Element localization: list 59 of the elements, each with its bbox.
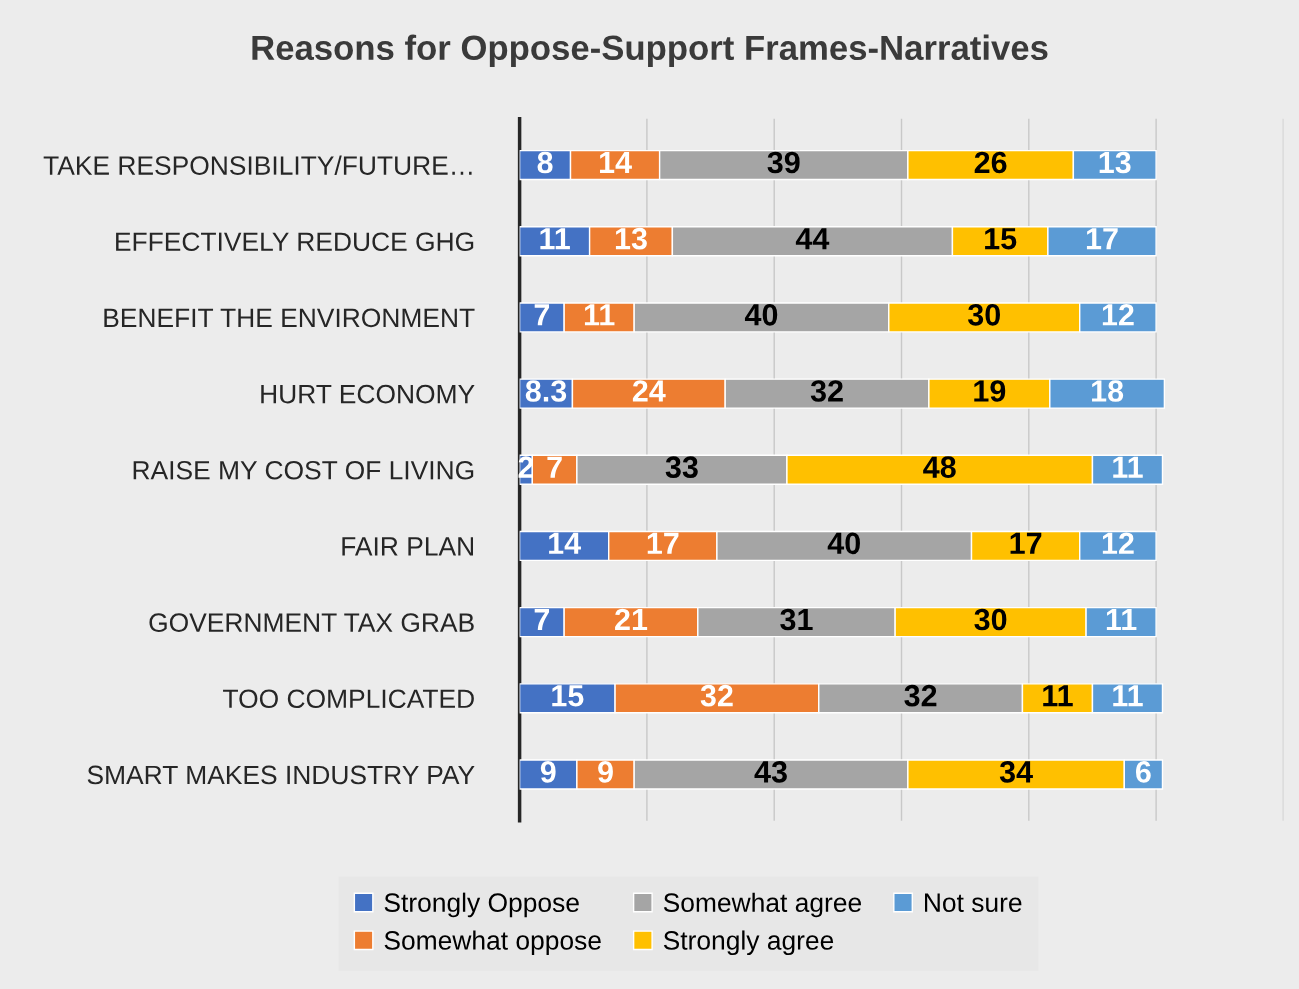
legend-label: Somewhat oppose <box>384 930 601 956</box>
data-label: 30 <box>967 303 1000 326</box>
data-label: 26 <box>974 151 1007 174</box>
data-label: 11 <box>540 228 570 250</box>
data-label: 34 <box>999 761 1033 783</box>
data-label: 11 <box>1113 685 1143 707</box>
data-label: 11 <box>1043 685 1073 707</box>
y-tick-label: EFFECTIVELY REDUCE GHG <box>116 232 474 252</box>
data-label: 13 <box>615 227 647 250</box>
data-label: 17 <box>1086 228 1118 250</box>
legend-label: Strongly agree <box>663 930 834 956</box>
y-tick-label: HURT ECONOMY <box>261 384 475 404</box>
chart-title: Reasons for Oppose-Support Frames-Narratives <box>252 34 1048 67</box>
data-label: 14 <box>549 532 581 554</box>
data-label: 11 <box>584 304 615 326</box>
data-label: 39 <box>767 151 800 174</box>
data-label: 8.3 <box>525 380 567 402</box>
data-label: 40 <box>744 303 778 326</box>
y-tick-label: RAISE MY COST OF LIVING <box>133 460 474 480</box>
data-label: 44 <box>795 228 830 250</box>
data-label: 17 <box>647 532 679 554</box>
data-label: 31 <box>780 608 813 631</box>
data-label: 48 <box>923 456 956 478</box>
data-label: 8 <box>537 151 553 174</box>
data-label: 33 <box>665 456 698 479</box>
data-label: 12 <box>1102 303 1134 326</box>
data-label: 9 <box>598 761 613 783</box>
data-label: 30 <box>974 608 1007 631</box>
data-label: 32 <box>810 380 843 402</box>
y-tick-label: FAIR PLAN <box>342 537 473 556</box>
data-label: 7 <box>534 609 550 631</box>
data-label: 24 <box>632 380 666 402</box>
y-tick-label: TOO COMPLICATED <box>223 689 474 709</box>
data-label: 32 <box>904 684 937 707</box>
data-label: 17 <box>1010 532 1042 554</box>
data-label: 19 <box>974 380 1006 402</box>
data-label: 6 <box>1136 761 1151 783</box>
data-label: 7 <box>534 304 550 326</box>
data-label: 13 <box>1099 151 1131 174</box>
y-tick-label: GOVERNMENT TAX GRAB <box>149 613 474 632</box>
data-label: 18 <box>1092 380 1124 402</box>
data-label: 11 <box>1113 456 1143 478</box>
y-tick-label: TAKE RESPONSIBILITY/FUTURE… <box>43 155 472 175</box>
data-label: 14 <box>600 151 632 173</box>
legend-label: Somewhat agree <box>663 892 861 918</box>
data-label: 21 <box>615 608 648 631</box>
data-label: 15 <box>552 685 584 707</box>
y-tick-label: BENEFIT THE ENVIRONMENT <box>104 308 475 328</box>
data-label: 11 <box>1106 609 1137 631</box>
data-label: 40 <box>827 532 860 555</box>
data-label: 15 <box>985 228 1017 250</box>
legend-label: Strongly Oppose <box>384 892 579 918</box>
data-label: 32 <box>700 684 733 707</box>
data-label: 43 <box>754 761 787 783</box>
data-label: 9 <box>540 761 556 783</box>
data-label: 7 <box>547 456 562 478</box>
y-tick-label: SMART MAKES INDUSTRY PAY <box>87 765 475 785</box>
legend-label: Not sure <box>925 893 1022 913</box>
data-label: 12 <box>1102 532 1134 554</box>
